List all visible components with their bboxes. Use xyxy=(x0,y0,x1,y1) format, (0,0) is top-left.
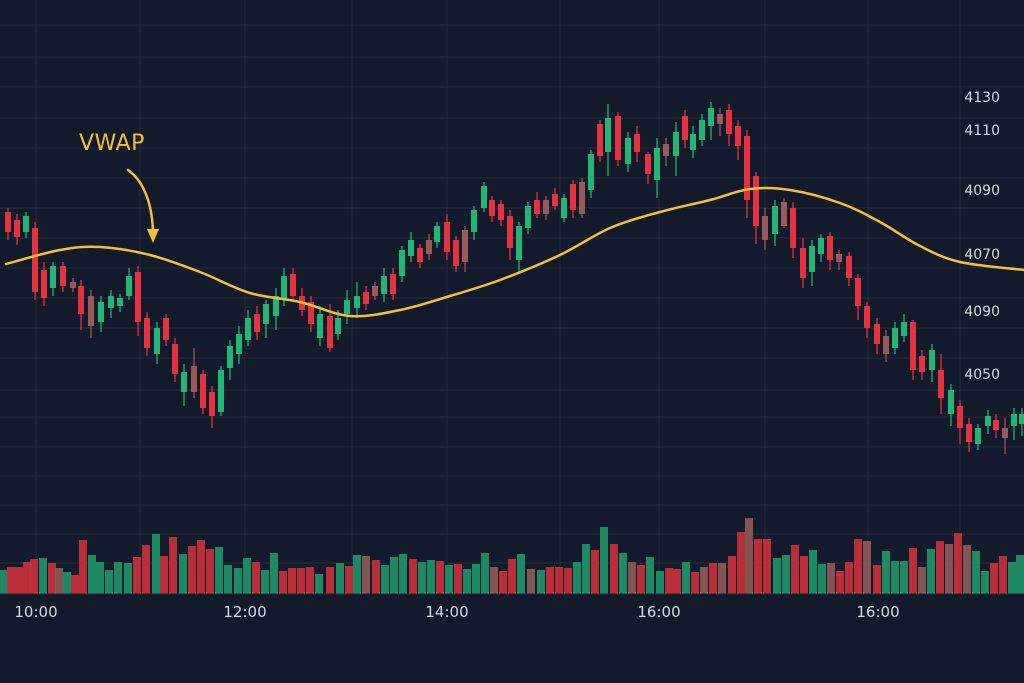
y-axis-label: 4050 xyxy=(964,367,1000,383)
y-axis-label: 4090 xyxy=(964,183,1000,199)
volume-bars xyxy=(0,518,1024,594)
x-axis-label: 14:00 xyxy=(425,603,469,621)
x-axis-label: 16:00 xyxy=(856,603,900,621)
y-axis-label: 4130 xyxy=(964,90,1000,106)
x-axis-label: 16:00 xyxy=(637,603,681,621)
y-axis-label: 4110 xyxy=(964,123,1000,139)
x-axis-label: 10:00 xyxy=(14,603,58,621)
vwap-line xyxy=(4,186,1024,318)
y-axis-label: 4070 xyxy=(964,247,1000,263)
grid-lines xyxy=(0,0,1024,594)
price-candles xyxy=(5,102,1024,454)
x-axis-label: 12:00 xyxy=(223,603,267,621)
curved-arrow-down-icon xyxy=(126,168,159,243)
vwap-annotation-label: VWAP xyxy=(79,131,145,156)
y-axis-label: 4090 xyxy=(964,304,1000,320)
